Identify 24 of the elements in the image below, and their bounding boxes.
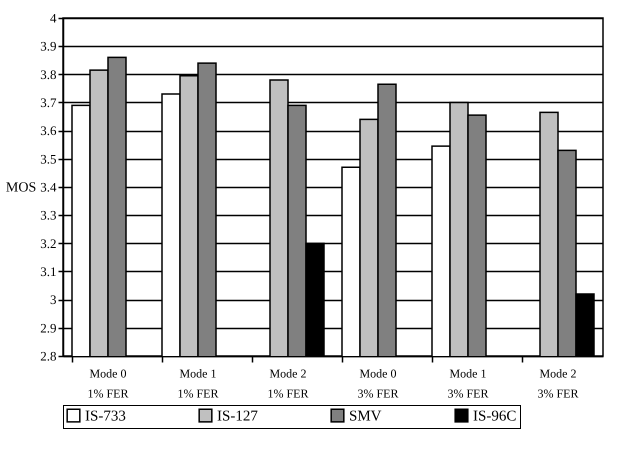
y-tick-label: 3.2 bbox=[40, 236, 56, 251]
y-tick-label: 3.7 bbox=[40, 95, 57, 110]
y-tick-label: 3.5 bbox=[40, 151, 56, 166]
y-tick-label: 3.6 bbox=[40, 123, 57, 138]
x-tick-label: Mode 0 3% FER bbox=[357, 366, 399, 400]
y-tick-label: 4 bbox=[50, 10, 57, 26]
x-tick-label: Mode 0 1% FER bbox=[87, 366, 129, 400]
y-tick-label: 3.3 bbox=[40, 208, 56, 223]
x-tick-label: Mode 1 1% FER bbox=[177, 366, 219, 400]
y-tick-label: 3.9 bbox=[40, 38, 56, 54]
x-tick-label: Mode 2 3% FER bbox=[537, 366, 579, 400]
x-tick-label: Mode 1 3% FER bbox=[447, 366, 489, 400]
legend-label: SMV bbox=[349, 408, 382, 425]
x-tick-label: Mode 2 1% FER bbox=[267, 366, 309, 400]
y-tick-label: 2.9 bbox=[40, 320, 56, 336]
legend-label: IS-733 bbox=[85, 408, 126, 425]
y-axis-title: MOS bbox=[6, 180, 36, 196]
legend-label: IS-96C bbox=[473, 408, 516, 425]
y-tick-label: 3 bbox=[50, 292, 56, 308]
y-tick-label: 2.8 bbox=[40, 348, 56, 364]
y-tick-label: 3.1 bbox=[40, 264, 56, 279]
y-tick-label: 3.4 bbox=[40, 180, 57, 194]
legend-label: IS-127 bbox=[217, 408, 258, 425]
y-tick-label: 3.8 bbox=[40, 66, 56, 82]
